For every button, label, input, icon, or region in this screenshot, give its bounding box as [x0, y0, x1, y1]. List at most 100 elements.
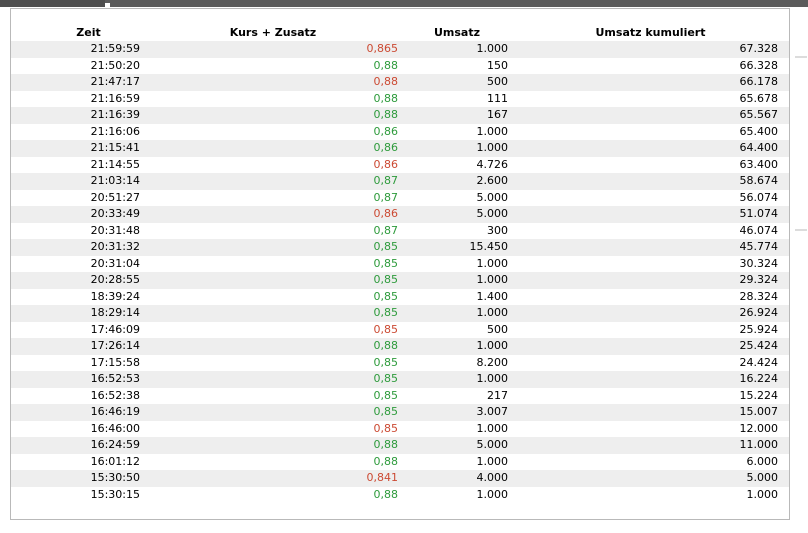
cell-umsatz-kumuliert: 51.074 — [739, 207, 779, 220]
table-row: 17:46:09 0,85 500 25.924 — [11, 321, 789, 338]
column-header-umsatz: Umsatz — [402, 23, 512, 41]
tab-cutoff-left[interactable] — [0, 0, 105, 7]
cell-zeit: 21:59:59 — [90, 42, 140, 55]
table-row: 21:15:41 0,86 1.000 64.400 — [11, 140, 789, 157]
table-row: 21:16:06 0,86 1.000 65.400 — [11, 123, 789, 140]
cell-zeit: 21:16:06 — [90, 124, 140, 138]
cell-umsatz-kumuliert: 66.178 — [739, 75, 779, 88]
times-and-sales-panel: Zeit Kurs + Zusatz Umsatz Umsatz kumulie… — [10, 8, 790, 520]
scrollbar-fragment — [795, 56, 807, 58]
cell-umsatz-kumuliert: 25.924 — [739, 322, 779, 336]
cell-umsatz-kumuliert: 6.000 — [746, 454, 779, 468]
cell-zeit: 16:52:53 — [90, 372, 140, 385]
cell-umsatz: 4.726 — [476, 157, 509, 171]
table-row: 17:26:14 0,88 1.000 25.424 — [11, 338, 789, 355]
cell-umsatz: 1.000 — [476, 421, 509, 435]
cell-umsatz-kumuliert: 28.324 — [739, 289, 779, 303]
cell-umsatz: 1.000 — [476, 372, 509, 385]
table-row: 21:16:39 0,88 167 65.567 — [11, 107, 789, 124]
cell-umsatz-kumuliert: 11.000 — [739, 438, 779, 451]
cell-kurs: 0,85 — [373, 355, 399, 369]
cell-zeit: 21:50:20 — [90, 58, 140, 72]
cell-umsatz-kumuliert: 65.400 — [739, 124, 779, 138]
cell-zeit: 20:51:27 — [90, 190, 140, 204]
cell-umsatz: 111 — [487, 91, 508, 105]
table-row: 15:30:50 0,841 4.000 5.000 — [11, 470, 789, 487]
cell-zeit: 17:46:09 — [90, 322, 140, 336]
cell-kurs: 0,85 — [373, 421, 399, 435]
table-row: 16:46:00 0,85 1.000 12.000 — [11, 420, 789, 437]
cell-zeit: 20:33:49 — [90, 207, 140, 220]
cell-zeit: 16:24:59 — [90, 438, 140, 451]
cell-zeit: 17:15:58 — [90, 355, 140, 369]
cell-kurs: 0,87 — [373, 174, 399, 187]
table-row: 21:50:20 0,88 150 66.328 — [11, 57, 789, 74]
cell-umsatz: 500 — [487, 75, 508, 88]
cell-umsatz: 4.000 — [476, 471, 509, 484]
cell-umsatz-kumuliert: 46.074 — [739, 223, 779, 237]
table-row: 20:51:27 0,87 5.000 56.074 — [11, 189, 789, 206]
cell-umsatz: 5.000 — [476, 207, 509, 220]
cell-umsatz-kumuliert: 29.324 — [739, 273, 779, 286]
cell-kurs: 0,85 — [373, 372, 399, 385]
cell-zeit: 16:46:19 — [90, 405, 140, 418]
cell-zeit: 21:16:39 — [90, 108, 140, 121]
cell-umsatz: 1.000 — [476, 124, 509, 138]
cell-kurs: 0,841 — [366, 471, 399, 484]
column-header-umsatz-kumuliert: Umsatz kumuliert — [512, 23, 789, 41]
cell-kurs: 0,85 — [373, 256, 399, 270]
cell-kurs: 0,88 — [373, 108, 399, 121]
cell-zeit: 18:29:14 — [90, 306, 140, 319]
cell-kurs: 0,88 — [373, 454, 399, 468]
table-row: 16:24:59 0,88 5.000 11.000 — [11, 437, 789, 454]
table-row: 21:59:59 0,865 1.000 67.328 — [11, 41, 789, 58]
top-tab-bar — [0, 0, 808, 7]
cell-kurs: 0,85 — [373, 289, 399, 303]
cell-kurs: 0,88 — [373, 487, 399, 501]
cell-umsatz-kumuliert: 67.328 — [739, 42, 779, 55]
table-row: 21:16:59 0,88 111 65.678 — [11, 90, 789, 107]
cell-umsatz-kumuliert: 26.924 — [739, 306, 779, 319]
cell-umsatz-kumuliert: 12.000 — [739, 421, 779, 435]
cell-kurs: 0,85 — [373, 388, 399, 402]
cell-umsatz-kumuliert: 16.224 — [739, 372, 779, 385]
table-row: 21:47:17 0,88 500 66.178 — [11, 74, 789, 91]
cell-kurs: 0,88 — [373, 91, 399, 105]
table-row: 18:29:14 0,85 1.000 26.924 — [11, 305, 789, 322]
cell-umsatz-kumuliert: 15.007 — [739, 405, 779, 418]
scrollbar-fragment — [795, 229, 807, 231]
table-row: 17:15:58 0,85 8.200 24.424 — [11, 354, 789, 371]
cell-zeit: 21:14:55 — [90, 157, 140, 171]
cell-umsatz: 1.000 — [476, 273, 509, 286]
table-row: 16:01:12 0,88 1.000 6.000 — [11, 453, 789, 470]
cell-kurs: 0,85 — [373, 405, 399, 418]
cell-kurs: 0,85 — [373, 306, 399, 319]
cell-zeit: 16:52:38 — [90, 388, 140, 402]
cell-kurs: 0,88 — [373, 339, 399, 352]
cell-umsatz: 1.000 — [476, 487, 509, 501]
cell-kurs: 0,87 — [373, 190, 399, 204]
cell-umsatz: 1.000 — [476, 454, 509, 468]
cell-umsatz-kumuliert: 65.567 — [739, 108, 779, 121]
cell-zeit: 20:31:48 — [90, 223, 140, 237]
table-row: 21:14:55 0,86 4.726 63.400 — [11, 156, 789, 173]
cell-zeit: 21:15:41 — [90, 141, 140, 154]
cell-umsatz-kumuliert: 1.000 — [746, 487, 779, 501]
cell-kurs: 0,86 — [373, 157, 399, 171]
cell-zeit: 15:30:50 — [90, 471, 140, 484]
table-row: 20:28:55 0,85 1.000 29.324 — [11, 272, 789, 289]
cell-zeit: 16:01:12 — [90, 454, 140, 468]
cell-umsatz: 300 — [487, 223, 508, 237]
cell-kurs: 0,86 — [373, 124, 399, 138]
cell-zeit: 20:28:55 — [90, 273, 140, 286]
table-row: 16:52:53 0,85 1.000 16.224 — [11, 371, 789, 388]
cell-umsatz: 2.600 — [476, 174, 509, 187]
column-header-zeit: Zeit — [11, 23, 144, 41]
column-header-kurs: Kurs + Zusatz — [144, 23, 402, 41]
table-row: 15:30:15 0,88 1.000 1.000 — [11, 486, 789, 503]
cell-zeit: 15:30:15 — [90, 487, 140, 501]
cell-umsatz: 5.000 — [476, 438, 509, 451]
cell-umsatz-kumuliert: 65.678 — [739, 91, 779, 105]
cell-kurs: 0,85 — [373, 322, 399, 336]
